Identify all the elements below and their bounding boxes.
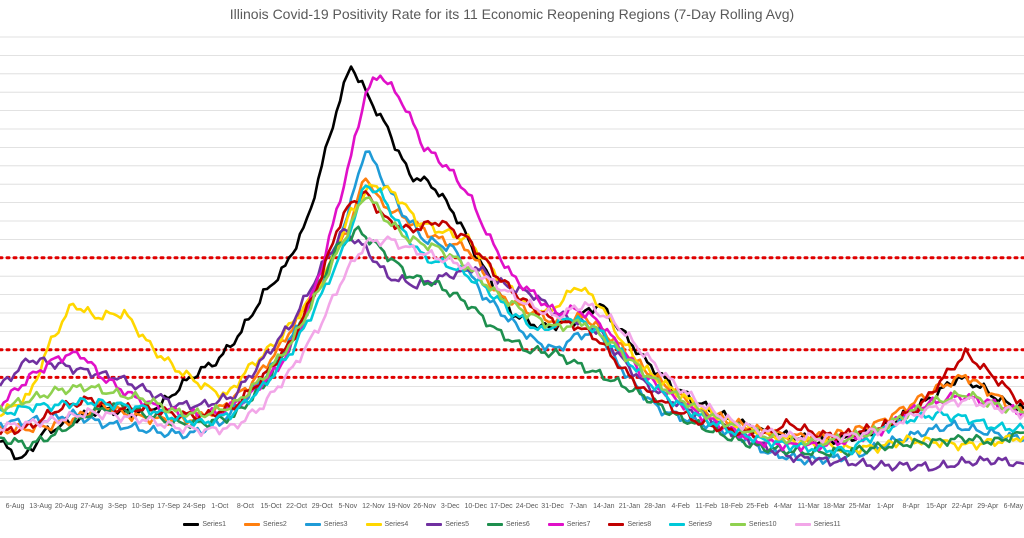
legend-swatch [183, 522, 200, 526]
legend-item: Series7 [547, 517, 591, 531]
legend-label: Series11 [813, 520, 841, 528]
legend-label: Series9 [688, 520, 712, 528]
legend-swatch [608, 522, 625, 526]
chart-title: Illinois Covid-19 Positivity Rate for it… [229, 6, 795, 22]
series-line-series2 [0, 177, 1024, 443]
x-tick-label: 6-Aug [6, 503, 25, 510]
x-tick-label: 17-Sep [157, 503, 180, 510]
x-tick-label: 24-Sep [183, 503, 206, 510]
x-tick-label: 31-Dec [541, 503, 564, 510]
legend-item: Series10 [729, 517, 777, 531]
x-tick-label: 26-Nov [413, 503, 436, 510]
x-tick-label: 25-Mar [849, 503, 872, 510]
legend-swatch [794, 522, 811, 526]
x-tick-label: 15-Oct [260, 503, 281, 510]
x-tick-label: 8-Oct [237, 503, 254, 510]
x-tick-label: 10-Sep [132, 503, 155, 510]
x-tick-label: 19-Nov [388, 503, 411, 510]
x-tick-label: 24-Dec [516, 503, 539, 510]
series-line-series11 [0, 235, 1024, 444]
legend-swatch [365, 522, 382, 526]
legend-item: Series2 [244, 517, 287, 531]
x-tick-label: 27-Aug [81, 503, 104, 510]
x-tick-label: 1-Apr [877, 503, 895, 510]
series-line-series9 [0, 184, 1024, 456]
x-tick-label: 6-May [1004, 503, 1024, 510]
legend-item: Series4 [365, 517, 409, 531]
x-tick-label: 3-Sep [108, 503, 127, 510]
legend-swatch [244, 522, 261, 526]
x-tick-label: 4-Feb [671, 503, 689, 510]
legend-item: Series8 [608, 517, 651, 531]
x-tick-label: 21-Jan [619, 503, 641, 510]
legend-label: Series4 [384, 520, 409, 528]
x-tick-label: 20-Aug [55, 503, 78, 510]
x-tick-label: 29-Oct [312, 503, 333, 510]
legend: Series1 Series2 Series3 Series4 Series5 Serie… [0, 517, 1024, 531]
legend-label: Series7 [566, 520, 591, 528]
x-tick-label: 18-Feb [721, 503, 743, 510]
legend-swatch [547, 522, 564, 526]
legend-item: Series9 [669, 517, 712, 531]
x-tick-label: 14-Jan [593, 503, 615, 510]
x-tick-label: 1-Oct [211, 503, 228, 510]
x-axis: 6-Aug 13-Aug 20-Aug 27-Aug 3-Sep 10-Sep 17-Sep… [6, 503, 1024, 510]
series-line-series10 [0, 196, 1024, 447]
x-tick-label: 13-Aug [29, 503, 52, 510]
x-tick-label: 22-Apr [952, 503, 974, 510]
legend-label: Series3 [323, 520, 348, 528]
x-tick-label: 29-Apr [977, 503, 999, 510]
x-tick-label: 3-Dec [441, 503, 460, 510]
x-tick-label: 22-Oct [286, 503, 307, 510]
x-tick-label: 12-Nov [362, 503, 385, 510]
x-tick-label: 15-Apr [926, 503, 948, 510]
legend-label: Series8 [627, 520, 652, 528]
x-tick-label: 11-Mar [798, 503, 820, 510]
legend-swatch [486, 522, 503, 526]
x-tick-label: 10-Dec [465, 503, 488, 510]
series-line-series7 [0, 74, 1024, 453]
legend-swatch [729, 522, 746, 526]
legend-item: Series3 [304, 517, 348, 531]
legend-label: Series5 [445, 520, 469, 528]
x-tick-label: 17-Dec [490, 503, 513, 510]
legend-label: Series1 [202, 520, 227, 528]
legend-item: Series11 [794, 517, 841, 531]
legend-swatch [669, 522, 686, 526]
legend-label: Series6 [505, 520, 530, 528]
legend-label: Series2 [263, 520, 287, 528]
threshold-lines [0, 256, 1024, 379]
x-tick-label: 11-Feb [695, 503, 717, 510]
legend-item: Series6 [486, 517, 530, 531]
x-tick-label: 18-Mar [823, 503, 846, 510]
x-tick-label: 28-Jan [644, 503, 666, 510]
gridlines [0, 36, 1024, 498]
legend-item: Series5 [426, 517, 469, 531]
x-tick-label: 7-Jan [569, 503, 587, 510]
legend-item: Series1 [183, 517, 226, 531]
legend-swatch [426, 522, 443, 526]
x-tick-label: 5-Nov [338, 503, 357, 510]
legend-swatch [304, 522, 321, 526]
x-tick-label: 25-Feb [746, 503, 768, 510]
series-lines [0, 65, 1024, 472]
x-tick-label: 8-Apr [902, 503, 920, 510]
x-tick-label: 4-Mar [774, 503, 793, 510]
legend-label: Series10 [748, 520, 777, 528]
